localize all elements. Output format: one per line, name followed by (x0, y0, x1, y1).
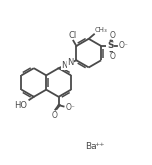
Text: O: O (110, 52, 116, 61)
Text: N: N (61, 61, 68, 70)
Text: CH₃: CH₃ (94, 27, 107, 33)
Text: Cl: Cl (69, 31, 77, 39)
Text: O: O (110, 31, 116, 40)
Text: HO: HO (14, 101, 27, 110)
Text: O⁻: O⁻ (65, 103, 75, 112)
Text: S: S (107, 41, 113, 50)
Text: ++: ++ (95, 142, 105, 147)
Text: O⁻: O⁻ (118, 41, 128, 50)
Text: O: O (52, 111, 57, 120)
Text: N: N (67, 58, 74, 67)
Text: Ba: Ba (85, 142, 97, 151)
